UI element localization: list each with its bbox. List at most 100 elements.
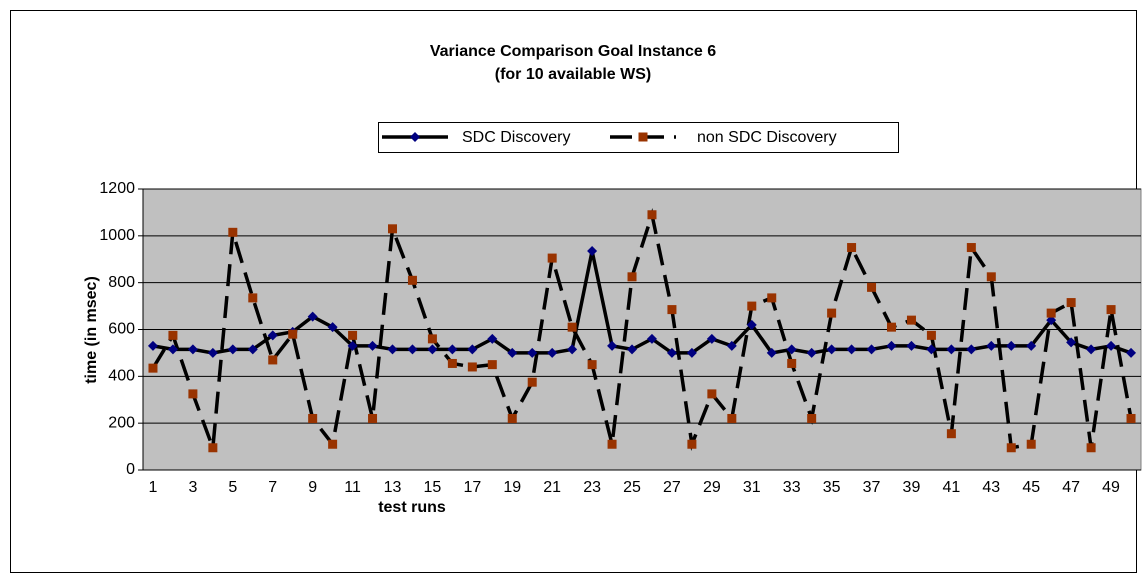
data-point — [387, 344, 398, 355]
data-point — [327, 322, 338, 333]
chart-subtitle: (for 10 available WS) — [495, 66, 652, 83]
data-point — [966, 344, 977, 355]
x-tick-label: 27 — [663, 479, 681, 496]
data-point — [787, 358, 797, 368]
x-tick-label: 11 — [344, 479, 361, 496]
x-tick-label: 3 — [188, 479, 197, 496]
data-point — [227, 344, 238, 355]
data-point — [706, 333, 717, 344]
x-tick-label: 33 — [783, 479, 801, 496]
legend-label: SDC Discovery — [462, 129, 570, 146]
data-point — [167, 344, 178, 355]
x-tick-label: 7 — [268, 479, 277, 496]
y-tick-label: 200 — [108, 414, 135, 431]
data-point — [1066, 337, 1077, 348]
x-tick-label: 23 — [583, 479, 601, 496]
data-point — [886, 340, 897, 351]
x-tick-label: 21 — [543, 479, 561, 496]
data-point — [1106, 305, 1116, 315]
data-point — [867, 282, 877, 292]
data-point — [388, 224, 397, 234]
data-point — [407, 275, 417, 285]
data-point — [148, 363, 158, 373]
data-point — [368, 413, 378, 423]
data-point — [727, 413, 737, 423]
legend-marker — [638, 132, 648, 142]
data-point — [168, 330, 178, 340]
data-point — [926, 330, 936, 340]
data-point — [1106, 340, 1117, 351]
data-point — [1046, 315, 1057, 326]
data-point — [827, 308, 837, 318]
data-point — [786, 344, 797, 355]
data-point — [627, 344, 638, 355]
data-point — [507, 347, 518, 358]
data-point — [587, 360, 597, 370]
data-point — [1086, 344, 1097, 355]
data-point — [567, 344, 578, 355]
data-point — [208, 443, 218, 453]
data-point — [846, 344, 857, 355]
x-tick-label: 29 — [703, 479, 721, 496]
data-point — [1046, 308, 1056, 318]
data-point — [1006, 340, 1017, 351]
data-point — [826, 344, 837, 355]
x-tick-label: 25 — [623, 479, 641, 496]
data-point — [447, 344, 458, 355]
x-tick-label: 49 — [1102, 479, 1120, 496]
data-point — [646, 333, 657, 344]
data-point — [248, 293, 258, 303]
x-tick-label: 45 — [1022, 479, 1040, 496]
y-tick-label: 400 — [108, 368, 135, 385]
legend-marker — [410, 132, 420, 142]
data-point — [767, 293, 777, 303]
x-tick-label: 31 — [743, 479, 761, 496]
data-point — [1006, 443, 1016, 453]
data-point — [307, 311, 318, 322]
data-point — [946, 344, 957, 355]
data-point — [527, 347, 538, 358]
data-point — [847, 243, 857, 253]
data-point — [746, 319, 757, 330]
data-point — [766, 347, 777, 358]
data-point — [647, 210, 657, 220]
data-point — [547, 347, 558, 358]
data-point — [288, 329, 298, 339]
y-axis-label: time (in msec) — [83, 276, 100, 384]
x-tick-label: 15 — [424, 479, 442, 496]
data-point — [267, 330, 278, 341]
data-point — [328, 439, 338, 449]
x-tick-label: 41 — [942, 479, 960, 496]
data-point — [447, 358, 457, 368]
data-point — [188, 389, 198, 399]
x-tick-label: 39 — [903, 479, 921, 496]
data-point — [687, 439, 697, 449]
data-point — [707, 389, 717, 399]
chart-title: Variance Comparison Goal Instance 6 — [430, 43, 716, 60]
data-point — [567, 322, 577, 332]
data-point — [427, 334, 437, 344]
data-point — [667, 305, 677, 315]
data-point — [1026, 439, 1036, 449]
y-tick-label: 600 — [108, 321, 135, 338]
data-point — [666, 347, 677, 358]
data-point — [806, 347, 817, 358]
data-point — [1126, 347, 1137, 358]
data-point — [926, 344, 937, 355]
x-tick-label: 19 — [503, 479, 521, 496]
y-tick-label: 800 — [108, 274, 135, 291]
data-point — [607, 340, 618, 351]
data-point — [866, 344, 877, 355]
data-point — [348, 330, 358, 340]
data-point — [887, 322, 896, 332]
data-point — [228, 227, 238, 237]
data-point — [487, 333, 498, 344]
x-tick-label: 17 — [463, 479, 481, 496]
data-point — [906, 315, 916, 325]
data-point — [347, 340, 358, 351]
x-tick-label: 13 — [384, 479, 402, 496]
data-point — [247, 344, 258, 355]
data-point — [946, 429, 956, 439]
